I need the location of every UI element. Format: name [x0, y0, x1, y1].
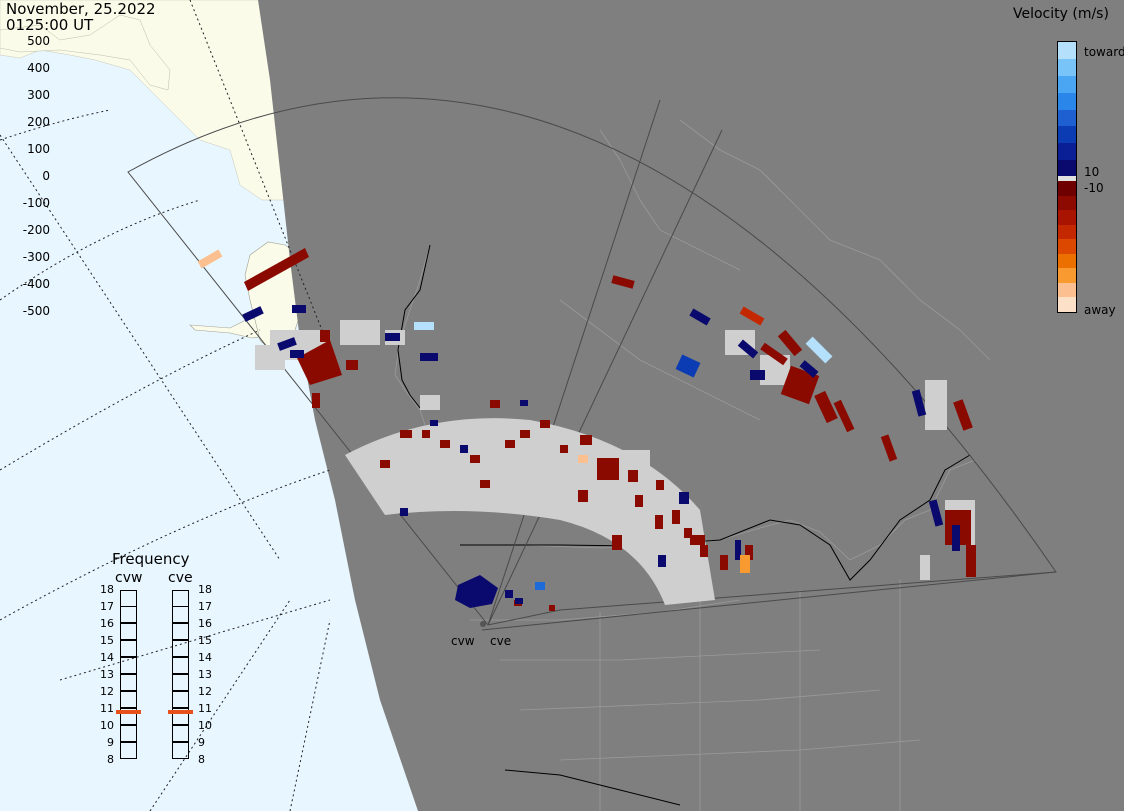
- frequency-cell: [172, 725, 189, 742]
- colorbar-tick-label: 200: [27, 115, 50, 129]
- colorbar-segment: [1058, 75, 1076, 93]
- colorbar-segment: [1058, 210, 1076, 226]
- velocity-scatter: [197, 248, 976, 611]
- frequency-cell: [172, 657, 189, 674]
- frequency-cell: [120, 708, 137, 725]
- land-night-region: [258, 0, 1124, 811]
- colorbar-segment: [1058, 159, 1076, 177]
- frequency-cell: [172, 623, 189, 640]
- time-label: 0125:00 UT: [6, 16, 94, 34]
- frequency-scale-label-left: 16: [100, 617, 114, 630]
- frequency-scale-label-left: 13: [100, 668, 114, 681]
- frequency-scale-label-right: 18: [198, 583, 212, 596]
- colorbar-segment: [1058, 282, 1076, 298]
- colorbar-segment: [1058, 195, 1076, 211]
- frequency-scale-label-left: 12: [100, 685, 114, 698]
- frequency-scale-label-left: 11: [100, 702, 114, 715]
- colorbar-tick-label: 400: [27, 61, 50, 75]
- site-label-cve: cve: [490, 634, 512, 648]
- frequency-cell: [172, 708, 189, 725]
- frequency-title: Frequency: [112, 550, 190, 568]
- frequency-cell: [120, 691, 137, 708]
- colorbar-frame: [1057, 41, 1077, 313]
- colorbar-title: Velocity (m/s): [1013, 6, 1109, 22]
- colorbar-tick-label: -300: [22, 250, 50, 264]
- frequency-cell: [120, 640, 137, 657]
- colorbar-segment: [1058, 239, 1076, 255]
- colorbar-tick-label: -100: [22, 196, 50, 210]
- date-label: November, 25.2022: [6, 0, 156, 18]
- colorbar-segment: [1058, 268, 1076, 284]
- radar-name-cve: cve: [168, 570, 193, 586]
- frequency-scale-label-right: 11: [198, 702, 212, 715]
- colorbar-tick-label: -10: [1084, 181, 1104, 195]
- toward-label: toward: [1084, 45, 1124, 59]
- frequency-cell: [120, 623, 137, 640]
- frequency-scale-label-right: 17: [198, 600, 212, 613]
- frequency-cell: [120, 657, 137, 674]
- colorbar-segment: [1058, 125, 1076, 143]
- frequency-marker: [168, 710, 193, 715]
- radar-site-marker: [480, 621, 486, 627]
- colorbar-segment: [1058, 224, 1076, 240]
- frequency-scale-label-right: 12: [198, 685, 212, 698]
- site-label-cvw: cvw: [451, 634, 475, 648]
- frequency-scale-label-left: 10: [100, 719, 114, 732]
- colorbar-segment: [1058, 109, 1076, 127]
- colorbar-zero-band: [1058, 176, 1076, 181]
- frequency-scale-label-right: 8: [198, 753, 205, 766]
- colorbar-tick-label: -400: [22, 277, 50, 291]
- frequency-cell: [172, 606, 189, 623]
- colorbar-segment: [1058, 253, 1076, 269]
- colorbar-tick-label: -500: [22, 304, 50, 318]
- frequency-marker: [116, 710, 141, 715]
- colorbar-segment: [1058, 58, 1076, 76]
- frequency-scale-label-left: 9: [107, 736, 114, 749]
- frequency-cell: [172, 590, 189, 607]
- frequency-cell: [120, 674, 137, 691]
- frequency-cell: [172, 691, 189, 708]
- radar-name-cvw: cvw: [115, 570, 143, 586]
- frequency-cell: [120, 590, 137, 607]
- frequency-cell: [172, 640, 189, 657]
- away-label: away: [1084, 303, 1116, 317]
- land-day-coast: [0, 14, 171, 91]
- colorbar-tick-label: 0: [42, 169, 50, 183]
- colorbar-tick-label: 10: [1084, 165, 1100, 179]
- frequency-scale-label-right: 16: [198, 617, 212, 630]
- colorbar-segment: [1058, 42, 1076, 60]
- colorbar-tick-label: 500: [27, 34, 50, 48]
- frequency-scale-label-left: 8: [107, 753, 114, 766]
- frequency-scale-label-right: 15: [198, 634, 212, 647]
- colorbar-tick-label: 100: [27, 142, 50, 156]
- frequency-scale-label-right: 14: [198, 651, 212, 664]
- lat-lon-grid: [0, 0, 331, 811]
- frequency-scale-label-left: 14: [100, 651, 114, 664]
- colorbar-segment: [1058, 297, 1076, 313]
- frequency-scale-label-left: 17: [100, 600, 114, 613]
- fov-outlines: [127, 97, 1057, 631]
- frequency-cell: [120, 606, 137, 623]
- frequency-scale-label-right: 10: [198, 719, 212, 732]
- colorbar-tick-label: 300: [27, 88, 50, 102]
- frequency-cell: [172, 742, 189, 759]
- frequency-cell: [120, 725, 137, 742]
- frequency-scale-label-left: 15: [100, 634, 114, 647]
- colorbar-segment: [1058, 181, 1076, 197]
- frequency-scale-label-right: 13: [198, 668, 212, 681]
- colorbar-segment: [1058, 92, 1076, 110]
- frequency-scale-label-right: 9: [198, 736, 205, 749]
- frequency-scale-label-left: 18: [100, 583, 114, 596]
- frequency-cell: [120, 742, 137, 759]
- frequency-cell: [172, 674, 189, 691]
- colorbar-tick-label: -200: [22, 223, 50, 237]
- colorbar-segment: [1058, 142, 1076, 160]
